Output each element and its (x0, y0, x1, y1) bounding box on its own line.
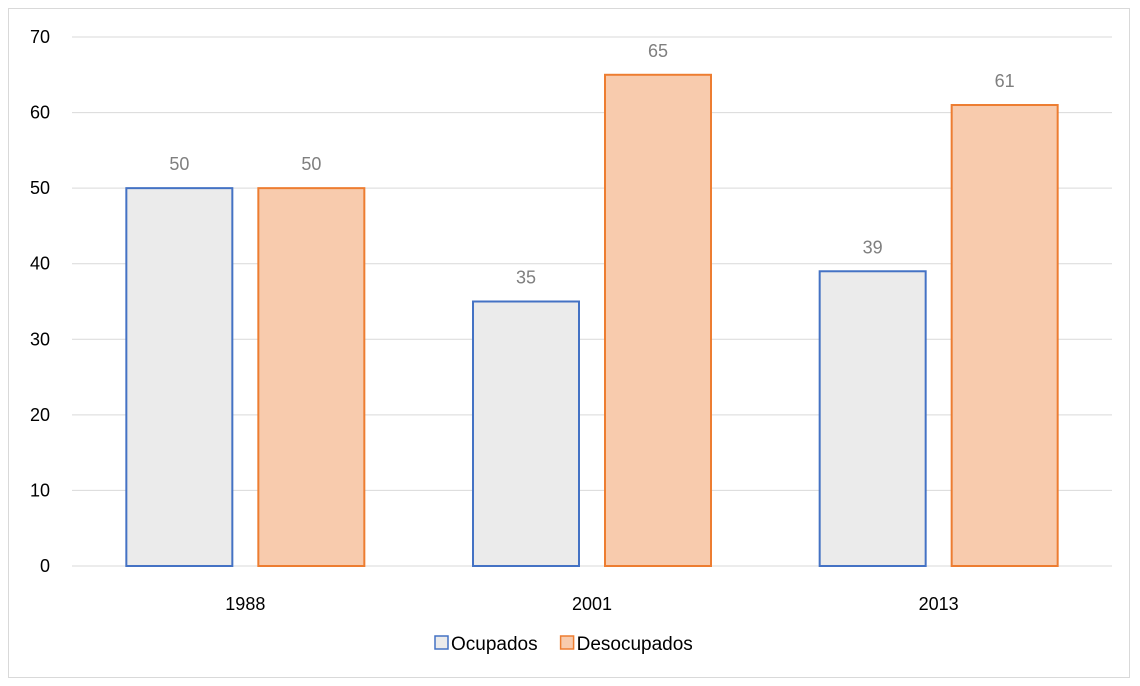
bar-ocupados-2001 (472, 300, 580, 567)
y-axis-ticks: 0 10 20 30 40 50 60 70 (30, 27, 50, 576)
bar-ocupados-1988 (125, 187, 234, 567)
data-label: 39 (863, 237, 883, 257)
legend-swatch (559, 635, 575, 650)
y-tick-label: 0 (40, 556, 50, 576)
bar-desocupados-1988 (257, 187, 366, 567)
data-label: 61 (995, 71, 1015, 91)
x-tick-label: 1988 (225, 594, 265, 614)
gridlines (72, 36, 1112, 567)
y-tick-label: 60 (30, 103, 50, 123)
data-labels: 50 50 35 65 39 61 (169, 41, 1014, 288)
x-tick-label: 2001 (572, 594, 612, 614)
y-tick-label: 30 (30, 329, 50, 349)
legend-label: Desocupados (577, 634, 693, 655)
bar-ocupados-2013 (818, 270, 927, 567)
y-tick-label: 50 (30, 178, 50, 198)
y-tick-label: 10 (30, 480, 50, 500)
data-label: 65 (648, 41, 668, 61)
legend: Ocupados Desocupados (434, 634, 693, 655)
legend-label: Ocupados (451, 634, 538, 655)
legend-swatch (434, 635, 449, 650)
bar-desocupados-2001 (604, 73, 712, 568)
x-axis-ticks: 1988 2001 2013 (225, 594, 958, 614)
bar-desocupados-2013 (950, 104, 1059, 567)
y-tick-label: 70 (30, 27, 50, 47)
y-tick-label: 20 (30, 405, 50, 425)
bars (125, 73, 1059, 568)
y-tick-label: 40 (30, 254, 50, 274)
data-label: 35 (516, 268, 536, 288)
x-tick-label: 2013 (919, 594, 959, 614)
data-label: 50 (301, 154, 321, 174)
data-label: 50 (169, 154, 189, 174)
